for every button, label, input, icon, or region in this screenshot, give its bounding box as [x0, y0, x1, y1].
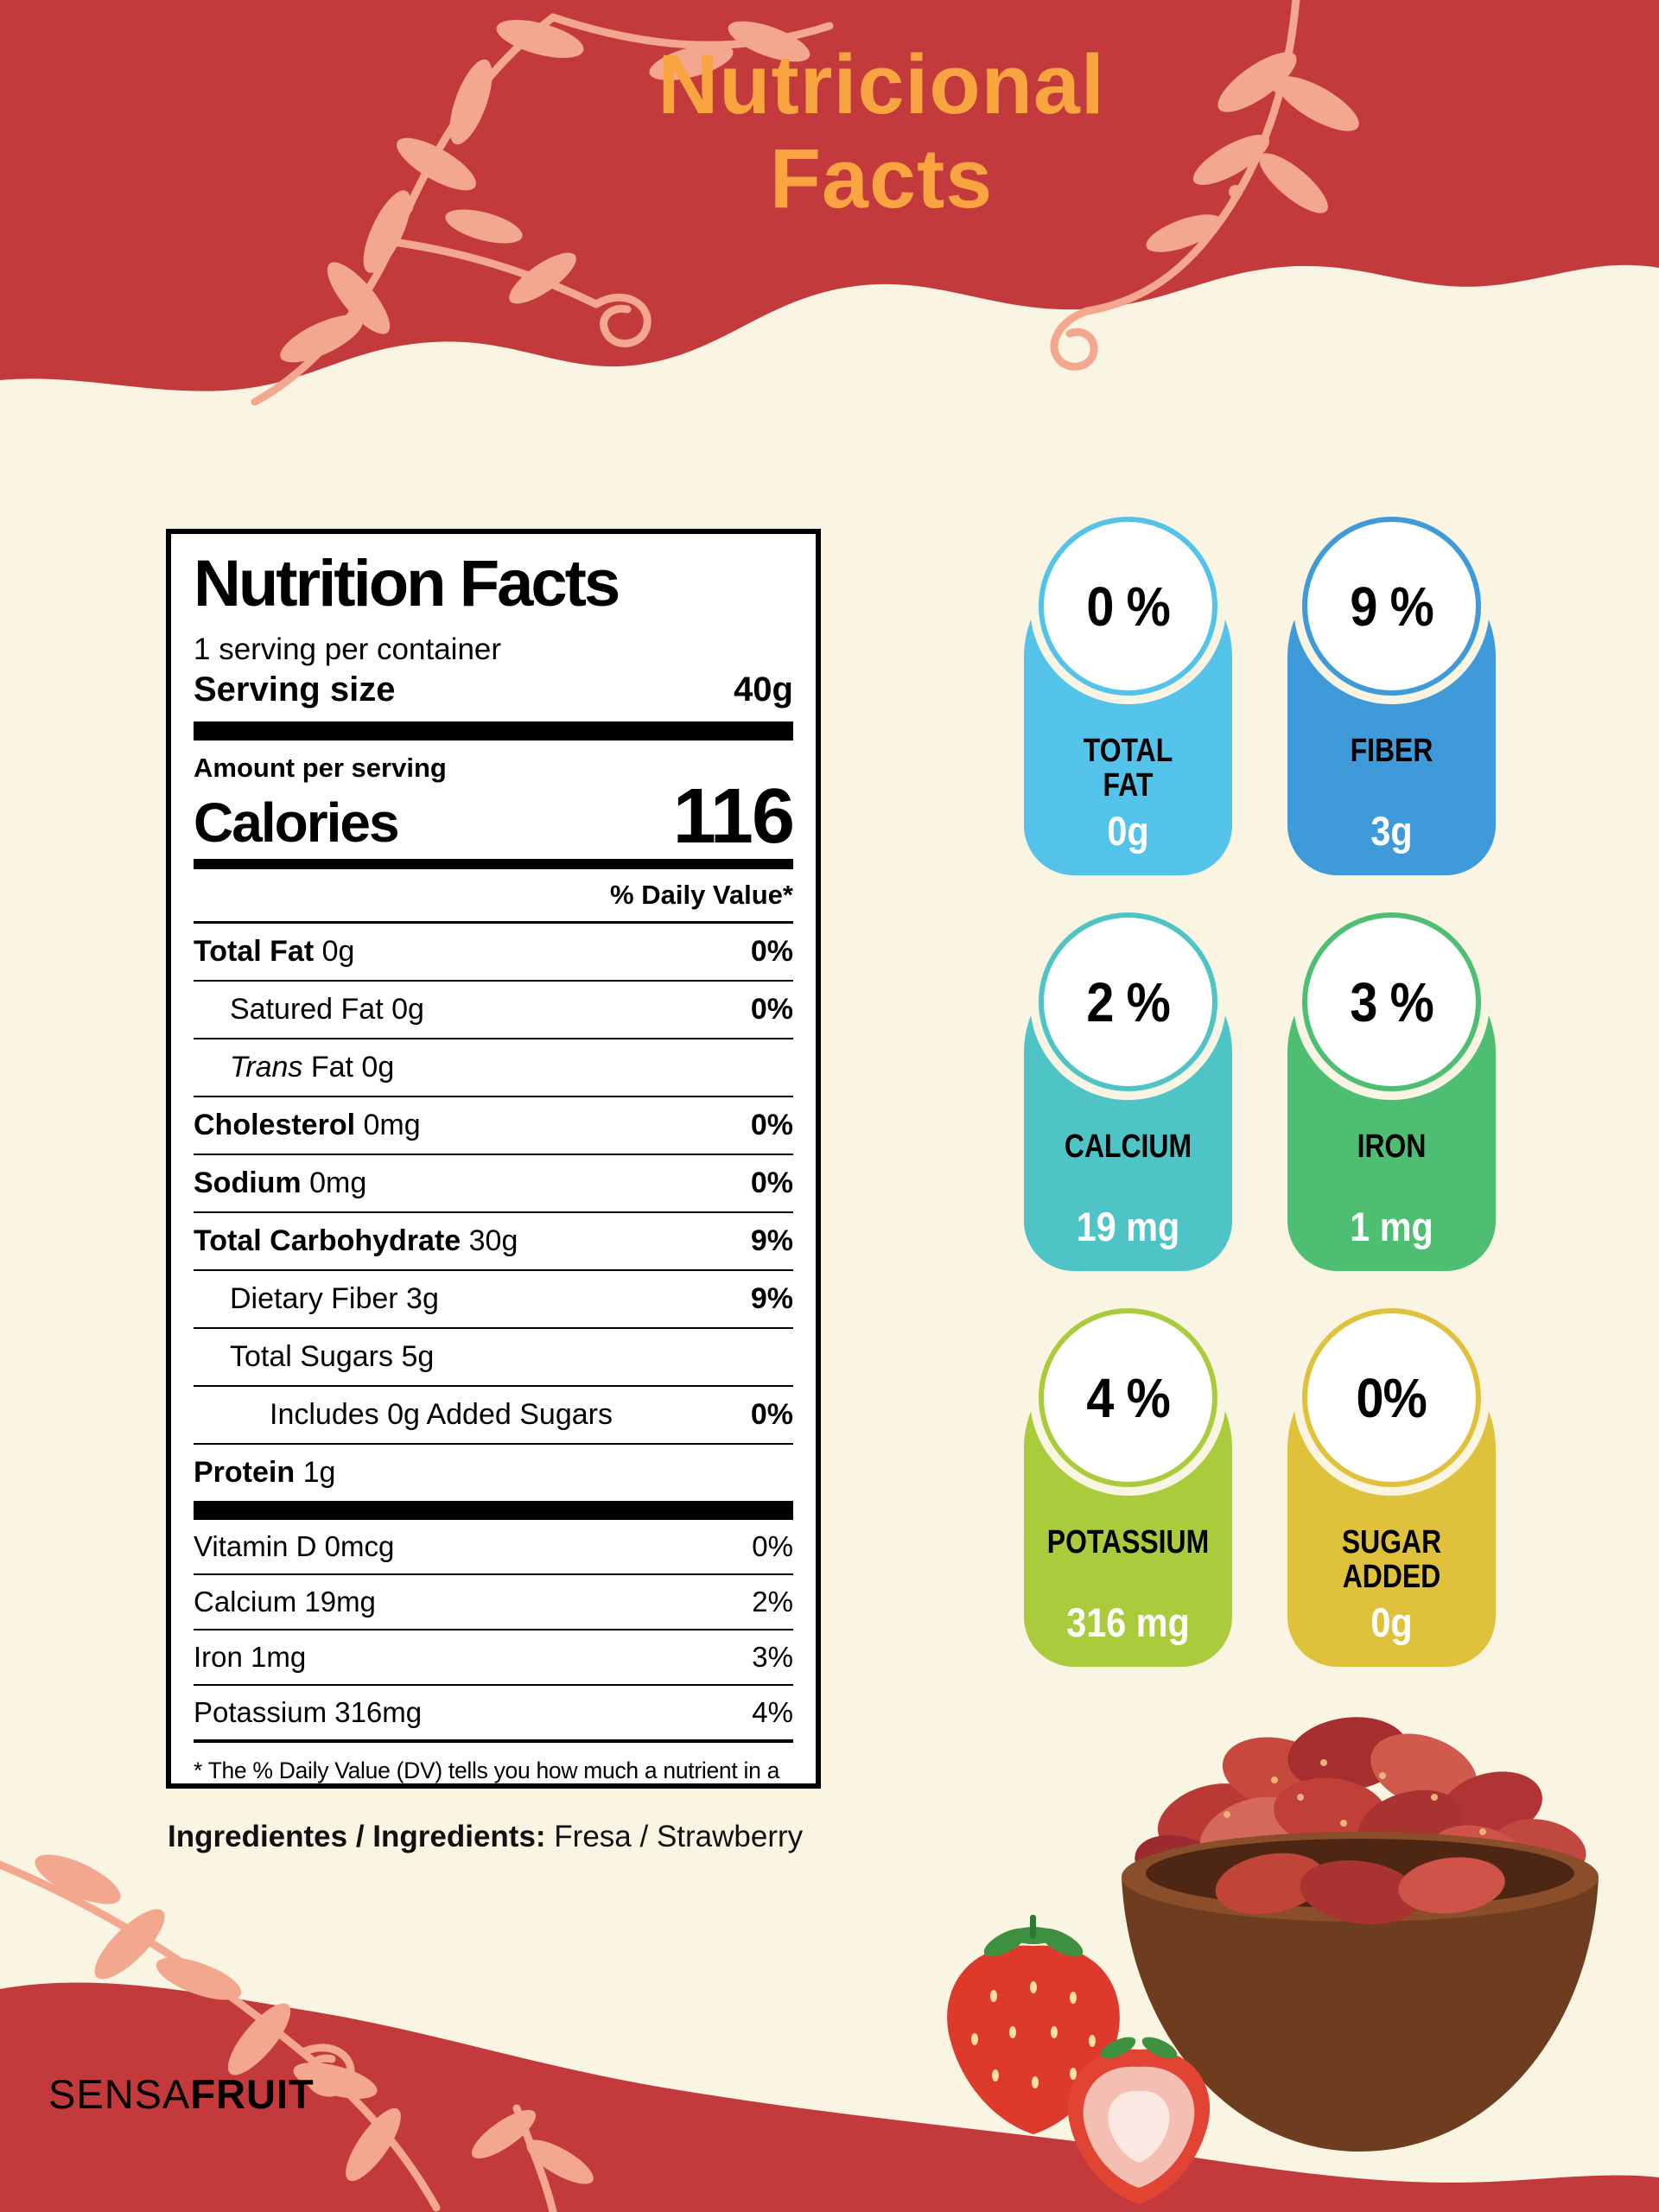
- daily-value: 0%: [750, 1397, 793, 1431]
- nutrient-row: Dietary Fiber 3g 9%: [194, 1271, 793, 1329]
- nutrient-row: Includes 0g Added Sugars 0%: [194, 1387, 793, 1445]
- badge-label: TOTAL FAT: [1083, 733, 1173, 804]
- nutrition-facts-title: Nutrition Facts: [194, 547, 620, 620]
- divider-thick: [194, 721, 793, 741]
- page-title-line1: Nutricional: [658, 37, 1105, 131]
- ingredients-value: Fresa / Strawberry: [545, 1820, 804, 1853]
- micronutrient-row: Potassium 316mg 4%: [194, 1686, 793, 1743]
- nutrition-facts-panel: Nutrition Facts 1 serving per container …: [166, 529, 821, 1789]
- calories-row: Calories 116: [194, 773, 795, 860]
- daily-value: 0%: [750, 934, 793, 968]
- badge-value: 0g: [1370, 1599, 1413, 1645]
- bowl-illustration: [1122, 1832, 1599, 2152]
- badge-label: FIBER: [1350, 733, 1433, 769]
- daily-value: 3%: [752, 1640, 793, 1673]
- badge-label: CALCIUM: [1064, 1128, 1192, 1165]
- nutrient-row: Trans Fat 0g: [194, 1039, 793, 1097]
- badge-label: POTASSIUM: [1046, 1524, 1210, 1560]
- badge-value: 316 mg: [1066, 1599, 1190, 1645]
- brand-logo-light: SENSA: [48, 2071, 191, 2117]
- micronutrient-row: Iron 1mg 3%: [194, 1630, 793, 1686]
- servings-per-container: 1 serving per container: [194, 632, 502, 666]
- brand-logo: SENSAFRUIT: [48, 2070, 315, 2118]
- nutrient-row: Cholesterol 0mg 0%: [194, 1097, 793, 1155]
- nutrient-row: Total Carbohydrate 30g 9%: [194, 1213, 793, 1271]
- strawberry-calyx: [1100, 2037, 1178, 2059]
- ingredients-line: Ingredientes / Ingredients: Fresa / Stra…: [168, 1820, 911, 1854]
- badge-percent-circle: 2 %: [1039, 912, 1217, 1091]
- amount-per-serving-label: Amount per serving: [194, 753, 447, 783]
- micronutrient-row: Calcium 19mg 2%: [194, 1575, 793, 1630]
- daily-value: 4%: [752, 1695, 793, 1728]
- serving-size-label: Serving size: [194, 671, 396, 709]
- badge-value: 0g: [1107, 808, 1149, 854]
- daily-value: 9%: [750, 1224, 793, 1257]
- page-title-line2: Facts: [769, 130, 994, 226]
- serving-size-value: 40g: [734, 671, 793, 709]
- divider-thick: [194, 1500, 793, 1520]
- badge-total-fat: 0 % TOTAL FAT 0g: [1022, 517, 1234, 875]
- badge-sugar-added: 0% SUGAR ADDED 0g: [1286, 1308, 1497, 1667]
- bottom-wave: [0, 1982, 1659, 2212]
- cut-strawberry: [1067, 2037, 1211, 2204]
- daily-value: 0%: [750, 1108, 793, 1141]
- badge-label: IRON: [1357, 1128, 1427, 1165]
- badge-value: 3g: [1370, 808, 1413, 854]
- nutrient-row: Total Sugars 5g: [194, 1329, 793, 1387]
- badge-fiber: 9 % FIBER 3g: [1286, 517, 1497, 875]
- daily-value: 0%: [752, 1529, 793, 1562]
- badge-value: 19 mg: [1076, 1204, 1180, 1249]
- nutrient-row: Protein 1g: [194, 1455, 336, 1489]
- nutrient-row: Total Fat 0g 0%: [194, 924, 793, 982]
- strawberry-calyx: [983, 1915, 1084, 1957]
- badge-calcium: 2 % CALCIUM 19 mg: [1022, 912, 1234, 1271]
- daily-value-header: % Daily Value*: [194, 869, 793, 924]
- serving-size-row: Serving size 40g: [194, 671, 793, 709]
- badge-percent-circle: 3 %: [1302, 912, 1481, 1091]
- badge-percent-circle: 0 %: [1039, 517, 1217, 696]
- daily-value: 9%: [750, 1281, 793, 1315]
- daily-value: 0%: [750, 992, 793, 1026]
- badge-percent-circle: 9 %: [1302, 517, 1481, 696]
- badge-value: 1 mg: [1350, 1204, 1433, 1249]
- vine-leaves: [35, 20, 1359, 2184]
- divider-medium: [194, 858, 793, 869]
- page-title: Nutricional Facts: [518, 37, 1244, 226]
- daily-value: 0%: [750, 1166, 793, 1199]
- daily-value: 2%: [752, 1585, 793, 1618]
- badge-iron: 3 % IRON 1 mg: [1286, 912, 1497, 1271]
- daily-value-footnote: * The % Daily Value (DV) tells you how m…: [194, 1757, 780, 1783]
- badge-percent-circle: 0%: [1302, 1308, 1481, 1487]
- nutrient-row: Satured Fat 0g 0%: [194, 982, 793, 1039]
- badge-label: SUGAR ADDED: [1341, 1524, 1442, 1595]
- ingredients-label: Ingredientes / Ingredients:: [168, 1820, 546, 1853]
- badge-percent-circle: 4 %: [1039, 1308, 1217, 1487]
- nutrient-row: Sodium 0mg 0%: [194, 1155, 793, 1213]
- badge-potassium: 4 % POTASSIUM 316 mg: [1022, 1308, 1234, 1667]
- calories-label: Calories: [194, 791, 400, 854]
- brand-logo-bold: FRUIT: [190, 2071, 315, 2117]
- micronutrient-row: Vitamin D 0mcg 0%: [194, 1520, 793, 1575]
- calories-value: 116: [672, 773, 795, 860]
